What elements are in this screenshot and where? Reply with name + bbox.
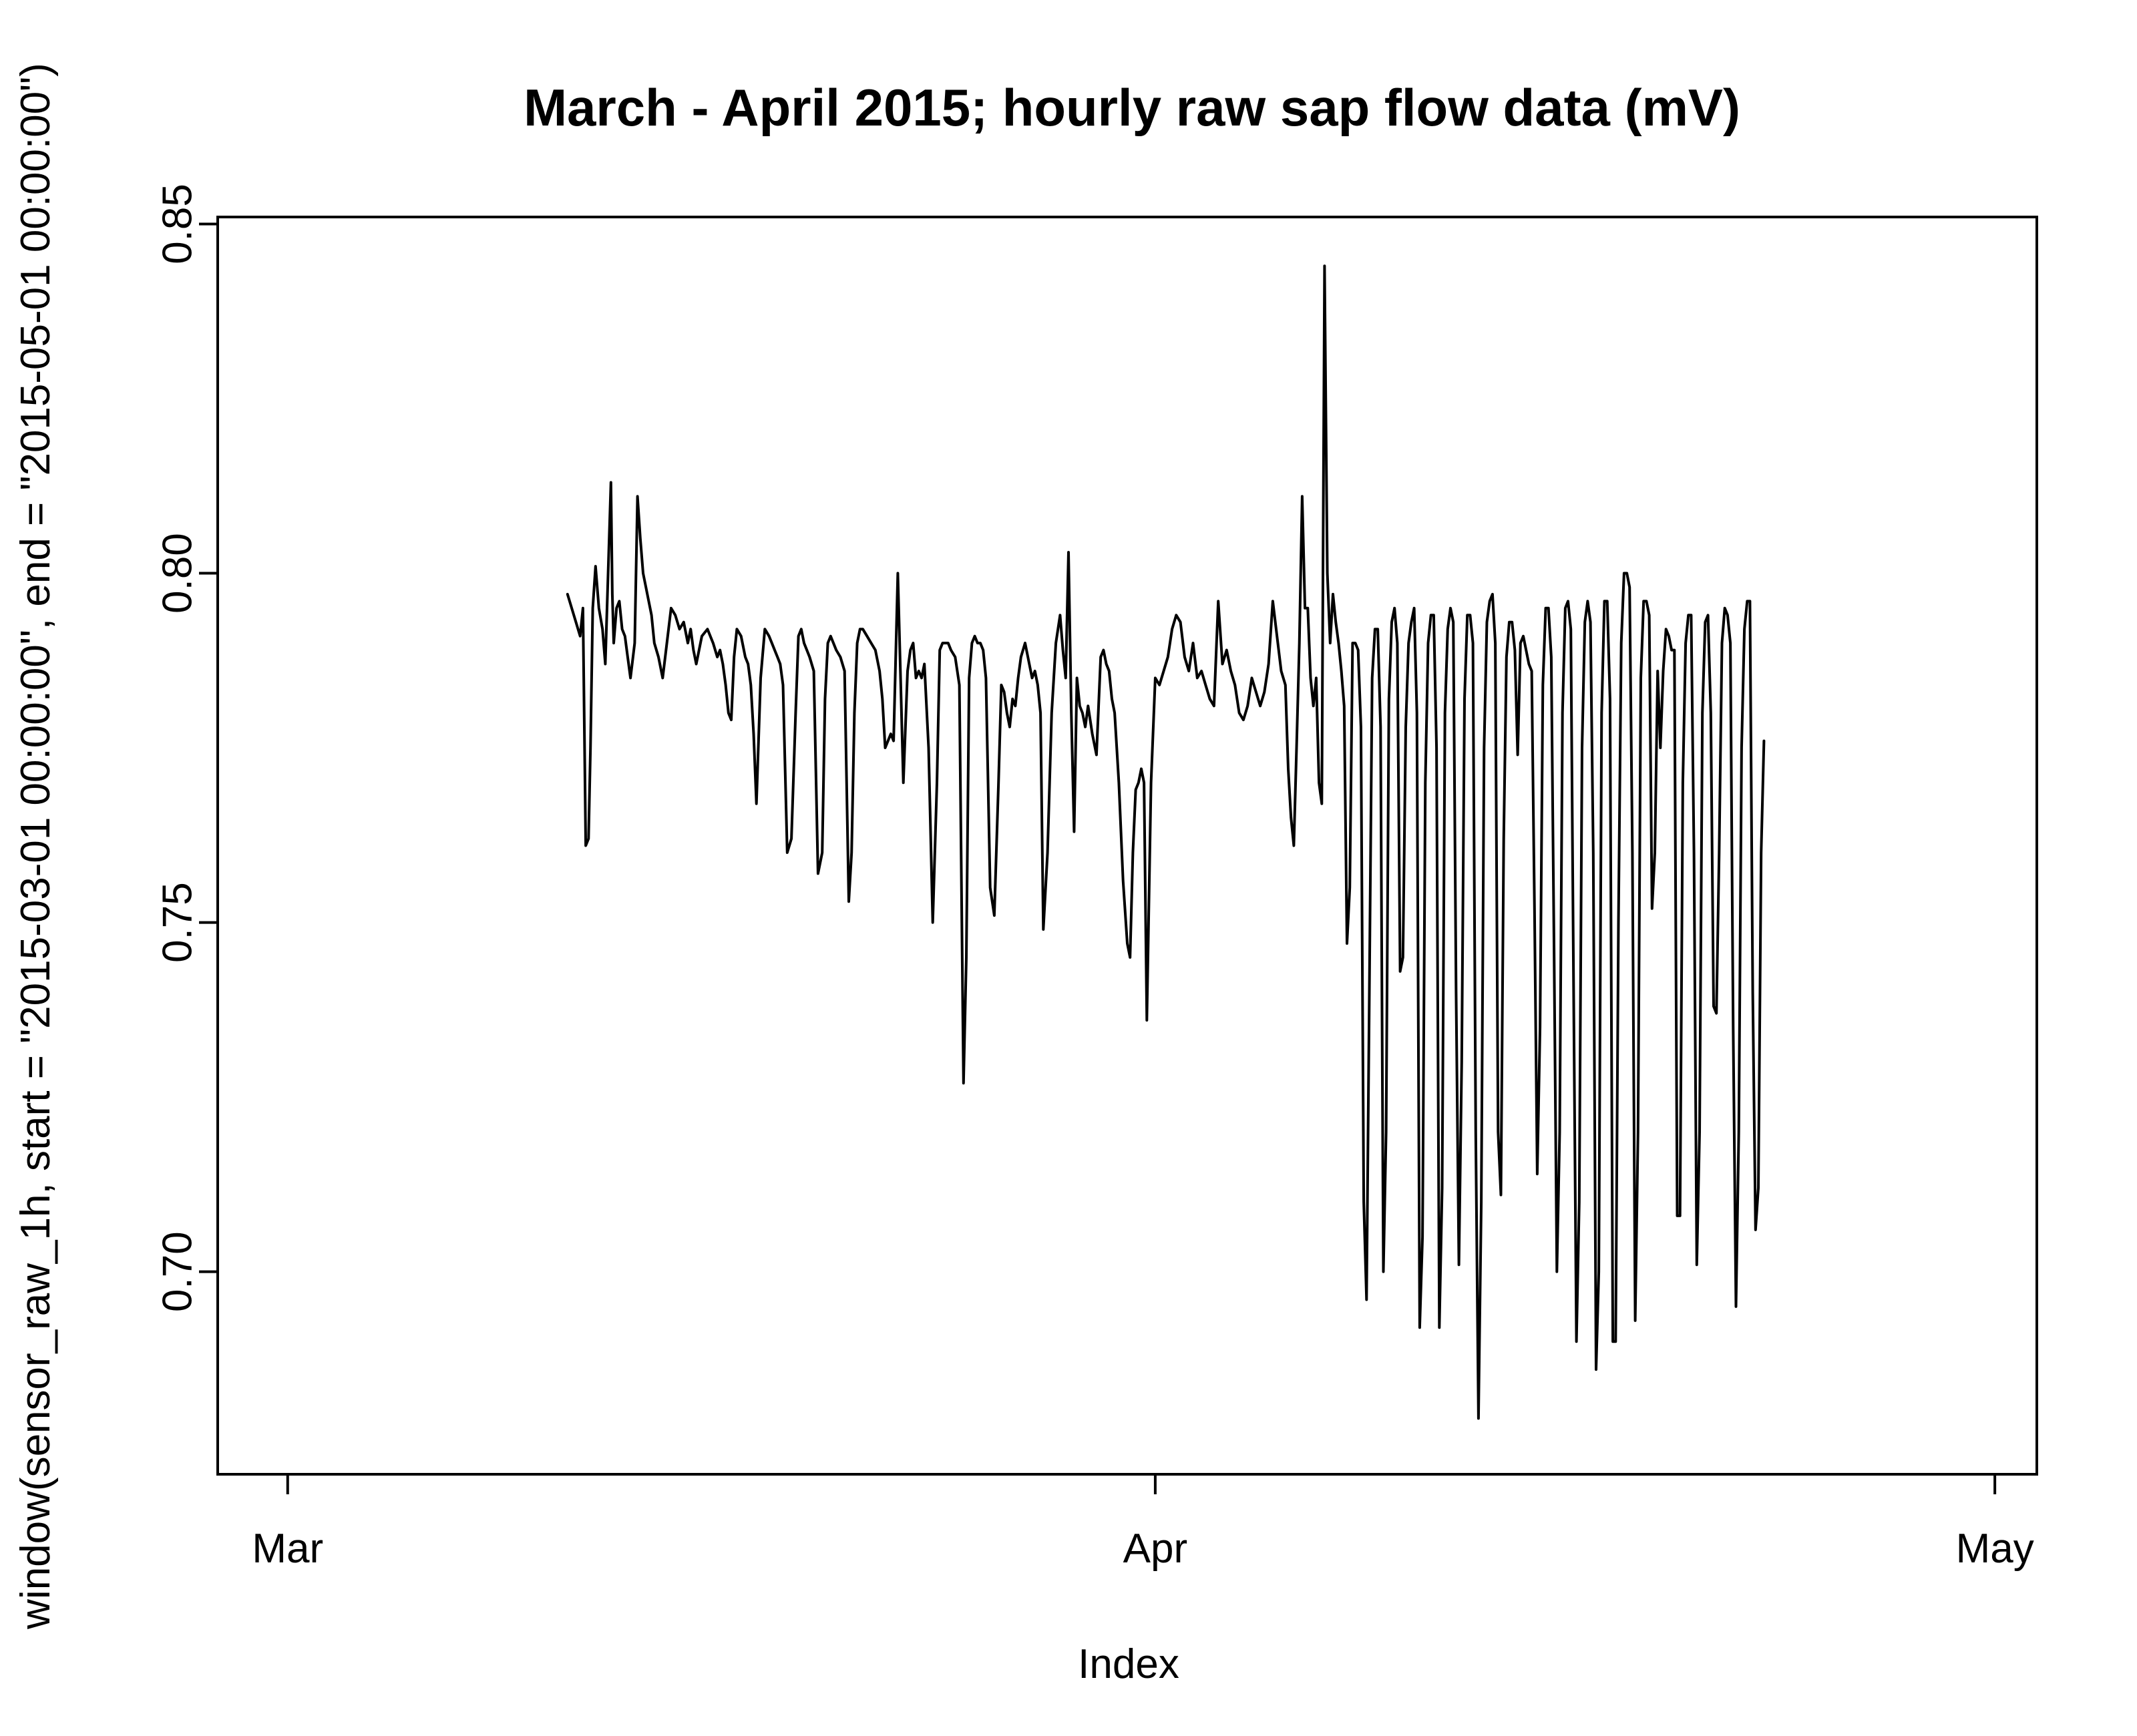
series-line-sensor_raw_1h [566,264,1766,1420]
chart-title: March - April 2015; hourly raw sap flow … [524,78,1740,137]
y-tick-label: 0.85 [155,184,201,264]
x-axis-label: Index [1078,1641,1179,1687]
y-tick-label: 0.80 [155,533,201,614]
x-tick-label: May [1956,1526,2034,1572]
series-layer [566,264,1766,1420]
x-tick-label: Apr [1123,1526,1187,1572]
plot-frame [216,216,2038,1476]
y-axis: 0.70 0.75 0.80 0.85 [155,184,219,1312]
y-axis-label: window(sensor_raw_1h, start = "2015-03-0… [13,63,59,1630]
y-tick-label: 0.70 [155,1231,201,1312]
x-tick-label: Mar [252,1526,323,1572]
y-tick-label: 0.75 [155,882,201,963]
x-axis: Mar Apr May [252,1473,2034,1572]
